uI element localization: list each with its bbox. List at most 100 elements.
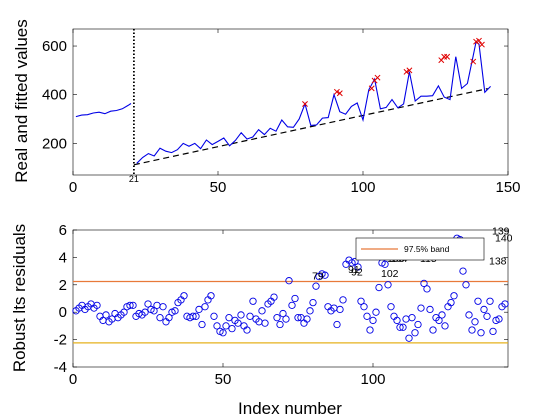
residual-point xyxy=(171,307,179,315)
top-panel: 0 50 100 150 200 400 600 21 Real and fitted va… xyxy=(12,19,521,196)
top-xtick-label: 50 xyxy=(210,179,227,196)
outlier-marker xyxy=(476,37,482,44)
residual-point xyxy=(201,303,209,311)
residual-point xyxy=(165,314,173,322)
bottom-ytick-label: -2 xyxy=(54,332,67,349)
outlier-index-label: 140 xyxy=(495,232,513,244)
residual-point xyxy=(414,320,422,329)
bottom-ytick-label: 2 xyxy=(59,277,67,294)
residual-point xyxy=(483,312,491,320)
residual-point xyxy=(372,308,380,316)
residual-point xyxy=(339,296,347,304)
top-ytick-label: 400 xyxy=(42,87,67,104)
outlier-marker xyxy=(406,67,413,74)
residual-point xyxy=(411,329,419,337)
residual-point xyxy=(429,326,437,334)
residual-point xyxy=(474,297,482,305)
residual-point xyxy=(258,307,266,315)
residual-point xyxy=(141,308,149,316)
residual-point xyxy=(198,320,206,329)
top-axes-box xyxy=(72,28,509,176)
residual-point xyxy=(435,316,443,325)
residual-point xyxy=(468,326,476,334)
residual-point xyxy=(192,312,200,320)
outlier-marker xyxy=(336,90,343,97)
top-ticks: 0 50 100 150 200 400 600 xyxy=(42,29,521,196)
outlier-index-label: 139 xyxy=(492,225,510,237)
bottom-ytick-label: 0 xyxy=(59,304,67,321)
residual-point xyxy=(129,301,137,309)
residual-point xyxy=(237,311,245,319)
residual-point xyxy=(423,285,431,293)
residual-point xyxy=(501,300,509,308)
residual-point xyxy=(321,271,329,279)
outlier-marker xyxy=(444,53,451,60)
outlier-index-label: 91 xyxy=(348,264,360,276)
bottom-xlabel: Index number xyxy=(238,399,342,418)
residual-point xyxy=(381,260,389,268)
top-ytick-label: 200 xyxy=(42,135,67,152)
residual-point xyxy=(357,297,365,305)
residual-point xyxy=(189,312,197,320)
residual-point xyxy=(243,326,251,334)
residual-point xyxy=(387,303,395,311)
residual-point xyxy=(441,322,449,330)
outlier-index-label: 92 xyxy=(351,267,363,279)
residual-point xyxy=(213,322,221,330)
outlier-marker xyxy=(368,85,375,92)
top-xtick-label: 0 xyxy=(69,179,77,196)
residual-point xyxy=(393,316,401,325)
residual-point xyxy=(261,319,269,327)
residual-point xyxy=(180,292,188,300)
residual-point xyxy=(228,324,236,333)
residual-point xyxy=(486,297,494,305)
residual-point xyxy=(285,277,293,285)
residual-point xyxy=(312,282,320,290)
residual-point xyxy=(120,308,128,316)
residual-point xyxy=(450,292,458,300)
residual-point xyxy=(459,267,467,275)
residual-point xyxy=(309,298,317,307)
residual-point xyxy=(150,307,158,315)
bottom-ticks: 0 50 100 -4 -2 0 2 4 6 xyxy=(54,222,508,388)
legend-label: 97.5% band xyxy=(404,244,450,254)
top-ylabel: Real and fitted values xyxy=(12,19,31,183)
residual-point xyxy=(102,311,110,319)
bottom-xtick-label: 0 xyxy=(69,371,77,388)
residual-point xyxy=(369,316,377,325)
residual-point xyxy=(234,319,242,327)
residual-point xyxy=(159,303,167,311)
residual-point xyxy=(417,304,425,312)
residual-point xyxy=(351,257,359,266)
residual-point xyxy=(495,315,503,323)
bottom-ytick-label: 4 xyxy=(59,249,67,266)
bottom-xtick-label: 100 xyxy=(360,371,385,388)
top-xtick-label: 150 xyxy=(495,179,520,196)
residual-point xyxy=(273,314,281,322)
residual-point xyxy=(294,314,302,322)
residual-point xyxy=(420,279,428,288)
legend-box xyxy=(355,237,485,261)
residual-point xyxy=(465,311,473,319)
residual-point xyxy=(405,334,413,342)
residual-point xyxy=(195,305,203,314)
outlier-marker xyxy=(478,41,485,48)
residual-point xyxy=(270,293,278,301)
residual-point xyxy=(384,281,392,289)
residual-point xyxy=(366,326,374,334)
top-plot-area: 21 xyxy=(75,29,491,184)
residual-point xyxy=(354,263,362,271)
residual-point xyxy=(276,320,284,329)
residual-point xyxy=(333,320,341,329)
residual-point xyxy=(363,312,371,320)
residual-point xyxy=(480,305,488,314)
bottom-ytick-label: 6 xyxy=(59,222,67,239)
outlier-marker xyxy=(403,68,410,75)
residual-point xyxy=(408,314,416,322)
residual-point xyxy=(207,292,215,300)
residual-point xyxy=(426,305,434,314)
residual-point xyxy=(210,312,218,320)
residual-point xyxy=(222,322,230,330)
residual-point xyxy=(375,283,383,292)
top-xtick-label: 100 xyxy=(350,179,375,196)
